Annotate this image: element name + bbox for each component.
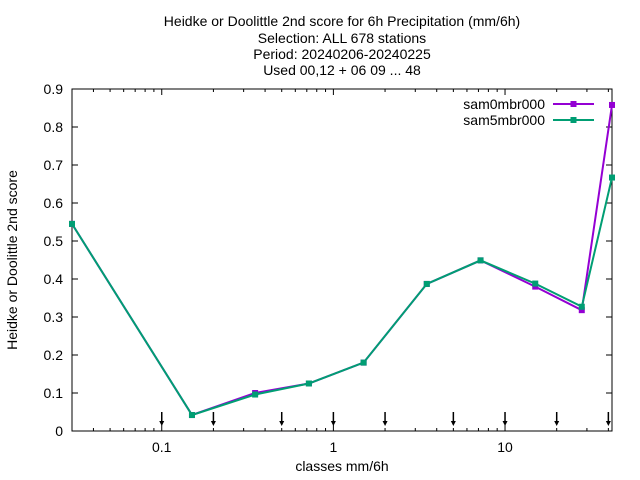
y-tick-label: 0.5: [44, 233, 64, 249]
threshold-marker-arrow: [210, 421, 216, 426]
data-point: [188, 412, 195, 419]
threshold-marker-arrow: [279, 421, 285, 426]
threshold-marker-arrow: [502, 421, 508, 426]
title-line-4: Used 00,12 + 06 09 ... 48: [263, 62, 421, 78]
data-point: [532, 280, 539, 287]
chart-title: Heidke or Doolittle 2nd score for 6h Pre…: [164, 13, 520, 78]
threshold-markers: [159, 412, 611, 426]
legend-label: sam0mbr000: [463, 96, 545, 112]
x-tick-label: 1: [329, 439, 337, 455]
data-point: [360, 359, 367, 366]
title-line-2: Selection: ALL 678 stations: [258, 30, 426, 46]
data-point: [578, 307, 585, 314]
x-axis-label: classes mm/6h: [295, 458, 388, 474]
threshold-marker-arrow: [382, 421, 388, 426]
y-axis-label: Heidke or Doolittle 2nd score: [4, 170, 20, 350]
y-tick-label: 0.6: [44, 195, 64, 211]
data-point: [423, 280, 430, 287]
x-tick-label: 10: [497, 439, 513, 455]
threshold-marker-arrow: [605, 421, 611, 426]
legend-marker: [570, 117, 577, 123]
y-tick-label: 0.4: [44, 271, 64, 287]
series-layer: [69, 101, 615, 419]
y-tick-label: 0.9: [44, 81, 64, 97]
threshold-marker-arrow: [554, 421, 560, 426]
y-tick-label: 0.7: [44, 157, 64, 173]
y-tick-label: 0: [55, 423, 63, 439]
y-axis: 0 0.1 0.2 0.3 0.4 0.5 0.6 0.7 0.8 0.9: [44, 81, 612, 439]
series-line: [71, 177, 613, 417]
threshold-marker-arrow: [330, 421, 336, 426]
threshold-marker-arrow: [159, 421, 165, 426]
legend-marker: [570, 101, 577, 107]
title-line-3: Period: 20240206-20240225: [253, 46, 431, 62]
y-tick-label: 0.3: [44, 309, 64, 325]
legend-label: sam5mbr000: [463, 112, 545, 128]
x-tick-label: 0.1: [152, 439, 172, 455]
series-line: [71, 104, 613, 417]
y-tick-label: 0.2: [44, 347, 64, 363]
data-point: [609, 101, 615, 108]
threshold-marker-arrow: [450, 421, 456, 426]
plot-frame: [71, 88, 613, 432]
y-tick-label: 0.1: [44, 385, 64, 401]
data-point: [477, 257, 484, 264]
data-point: [69, 220, 75, 227]
title-line-1: Heidke or Doolittle 2nd score for 6h Pre…: [164, 13, 520, 29]
y-tick-label: 0.8: [44, 119, 64, 135]
data-point: [252, 391, 259, 398]
x-axis: 0.1 1 10: [71, 89, 609, 455]
data-point: [305, 380, 312, 387]
data-point: [578, 303, 585, 310]
data-point: [609, 174, 615, 181]
data-point: [532, 283, 539, 290]
